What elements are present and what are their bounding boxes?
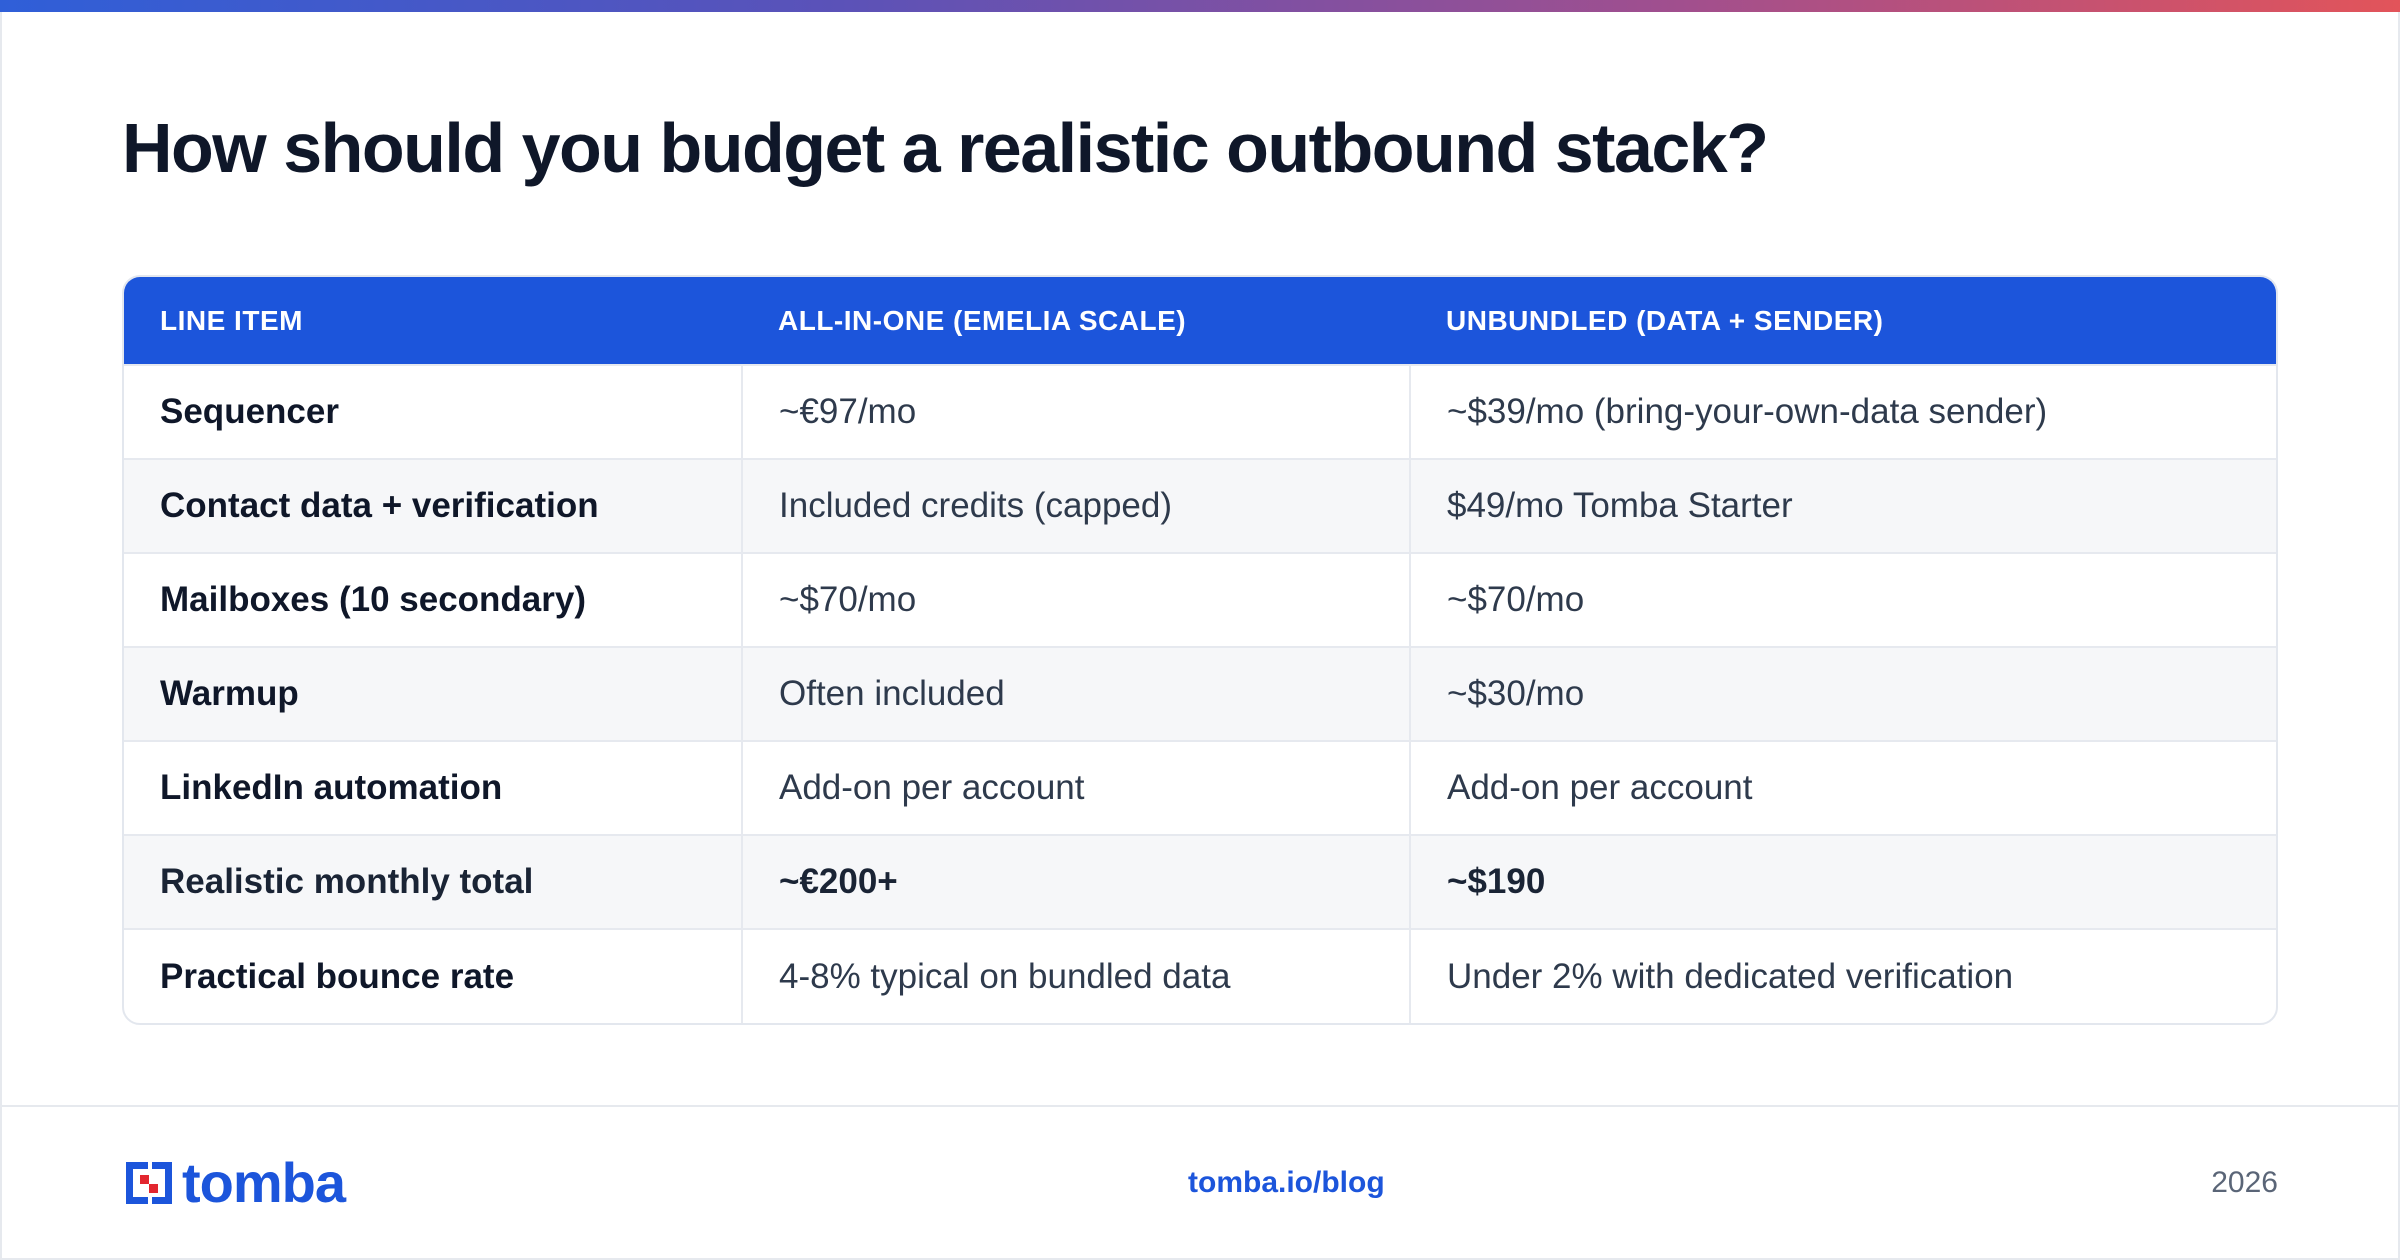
cell-all-in-one: Often included bbox=[741, 646, 1410, 741]
header-line-item: LINE ITEM bbox=[160, 304, 303, 336]
row-label: Contact data + verification bbox=[124, 458, 742, 553]
cell-all-in-one: Add-on per account bbox=[741, 740, 1410, 835]
cell-all-in-one: Included credits (capped) bbox=[741, 458, 1410, 553]
tomba-logo[interactable]: tomba bbox=[122, 1151, 346, 1214]
row-label: Practical bounce rate bbox=[124, 928, 742, 1023]
cell-all-in-one: ~€200+ bbox=[741, 834, 1410, 929]
row-label: Mailboxes (10 secondary) bbox=[124, 552, 742, 647]
cell-all-in-one: 4-8% typical on bundled data bbox=[741, 928, 1410, 1023]
cell-all-in-one: ~€97/mo bbox=[741, 364, 1410, 459]
cell-unbundled: ~$39/mo (bring-your-own-data sender) bbox=[1409, 364, 2276, 459]
table-row: LinkedIn automation Add-on per account A… bbox=[124, 740, 2276, 835]
footer-divider bbox=[0, 1105, 2400, 1107]
gradient-top-bar bbox=[0, 0, 2400, 12]
row-label: Sequencer bbox=[124, 364, 742, 459]
cell-unbundled: $49/mo Tomba Starter bbox=[1409, 458, 2276, 553]
header-all-in-one: ALL-IN-ONE (EMELIA SCALE) bbox=[778, 304, 1187, 336]
table-row: Practical bounce rate 4-8% typical on bu… bbox=[124, 928, 2276, 1023]
budget-table: LINE ITEM ALL-IN-ONE (EMELIA SCALE) UNBU… bbox=[122, 275, 2278, 1025]
footer-year: 2026 bbox=[2211, 1166, 2278, 1199]
cell-unbundled: ~$30/mo bbox=[1409, 646, 2276, 741]
row-label: Warmup bbox=[124, 646, 742, 741]
cell-unbundled: Add-on per account bbox=[1409, 740, 2276, 835]
table-header-row: LINE ITEM ALL-IN-ONE (EMELIA SCALE) UNBU… bbox=[124, 277, 2276, 365]
table-row: Warmup Often included ~$30/mo bbox=[124, 646, 2276, 741]
cell-unbundled: ~$190 bbox=[1409, 834, 2276, 929]
blog-link[interactable]: tomba.io/blog bbox=[1188, 1166, 1385, 1199]
row-label: Realistic monthly total bbox=[124, 834, 742, 929]
cell-all-in-one: ~$70/mo bbox=[741, 552, 1410, 647]
table-row: Mailboxes (10 secondary) ~$70/mo ~$70/mo bbox=[124, 552, 2276, 647]
row-label: LinkedIn automation bbox=[124, 740, 742, 835]
table-row: Sequencer ~€97/mo ~$39/mo (bring-your-ow… bbox=[124, 364, 2276, 459]
page-title: How should you budget a realistic outbou… bbox=[122, 109, 1769, 187]
table-row: Contact data + verification Included cre… bbox=[124, 458, 2276, 553]
logo-wordmark: tomba bbox=[182, 1151, 346, 1214]
tomba-logo-icon bbox=[126, 1162, 172, 1204]
header-unbundled: UNBUNDLED (DATA + SENDER) bbox=[1446, 304, 1884, 336]
cell-unbundled: ~$70/mo bbox=[1409, 552, 2276, 647]
cell-unbundled: Under 2% with dedicated verification bbox=[1409, 928, 2276, 1023]
table-row-total: Realistic monthly total ~€200+ ~$190 bbox=[124, 834, 2276, 929]
